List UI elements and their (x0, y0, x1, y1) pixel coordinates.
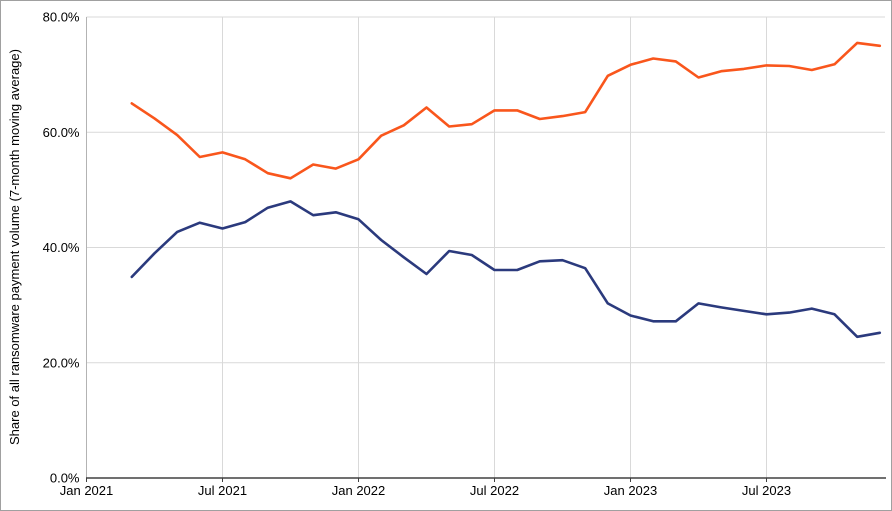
navy-line (130, 200, 882, 339)
y-tick-labels: 0.0% 20.0% 40.0% 60.0% 80.0% (43, 10, 80, 486)
x-tick-label: Jul 2022 (470, 483, 519, 498)
x-tick-labels: Jan 2021 Jul 2021 Jan 2022 Jul 2022 Jan 2023… (60, 483, 791, 498)
y-tick-label: 60.0% (43, 125, 80, 140)
y-axis-title: Share of all ransomware payment volume (… (7, 49, 22, 445)
x-tick-label: Jul 2021 (198, 483, 247, 498)
series-lines (130, 41, 882, 339)
y-tick-label: 20.0% (43, 355, 80, 370)
x-tick-label: Jan 2022 (332, 483, 386, 498)
y-tick-label: 80.0% (43, 10, 80, 25)
axes (86, 477, 886, 482)
orange-line (130, 41, 882, 180)
y-tick-label: 0.0% (50, 471, 80, 486)
x-tick-label: Jan 2023 (604, 483, 658, 498)
gridlines (86, 16, 885, 478)
x-tick-label: Jul 2023 (742, 483, 791, 498)
x-tick-label: Jan 2021 (60, 483, 114, 498)
y-tick-label: 40.0% (43, 240, 80, 255)
